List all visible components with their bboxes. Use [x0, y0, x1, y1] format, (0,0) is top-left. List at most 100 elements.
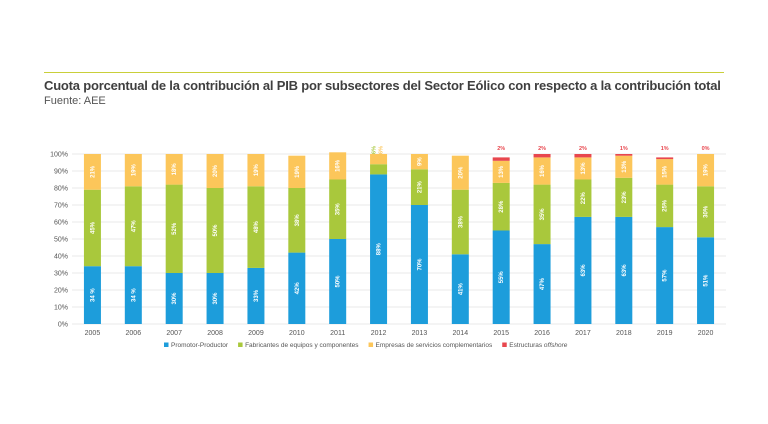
x-tick-label: 2020	[698, 330, 714, 337]
y-tick-label: 40%	[54, 254, 68, 261]
bar-segment-promotor	[165, 273, 183, 324]
x-tick-label: 2012	[371, 330, 387, 337]
bar-segment-servicios	[329, 152, 347, 180]
data-label-servicios: 19%	[295, 165, 301, 178]
legend-label: Promotor-Productor	[171, 342, 229, 349]
data-label-servicios: 16%	[540, 164, 546, 177]
data-label-servicios: 19%	[254, 163, 260, 176]
x-tick-label: 2015	[493, 330, 509, 337]
data-label-servicios: 6%	[379, 146, 385, 154]
data-label-servicios: 16%	[336, 159, 342, 172]
bar-segment-promotor	[329, 239, 347, 324]
bar-segment-offshore	[574, 154, 592, 158]
x-tick-label: 2006	[126, 330, 142, 337]
bar-segment-fabricantes	[247, 186, 265, 268]
legend-swatch	[368, 342, 374, 347]
bar-segment-fabricantes	[370, 164, 388, 175]
bar-segment-servicios	[247, 154, 265, 187]
x-tick-label: 2011	[330, 330, 345, 337]
data-label-promotor: 63%	[581, 264, 587, 277]
bar-segment-offshore	[492, 157, 510, 161]
x-tick-label: 2019	[657, 330, 673, 337]
bar-segment-promotor	[656, 227, 674, 324]
bar-segment-promotor	[533, 244, 551, 324]
bar-segment-servicios	[165, 154, 183, 185]
data-label-promotor: 55%	[499, 271, 505, 284]
data-label-fabricantes: 30%	[704, 205, 710, 218]
data-label-fabricantes: 22%	[581, 192, 587, 205]
data-label-offshore: 2%	[538, 146, 546, 152]
bar-segment-promotor	[492, 230, 510, 324]
bar-segment-fabricantes	[533, 184, 551, 245]
data-label-promotor: 30%	[172, 292, 178, 305]
bar-segment-promotor	[288, 252, 306, 324]
legend-swatch	[502, 342, 507, 347]
data-label-servicios: 13%	[581, 162, 587, 175]
data-label-promotor: 50%	[336, 275, 342, 288]
bar-segment-offshore	[656, 157, 674, 160]
data-label-offshore: 1%	[661, 146, 669, 152]
legend-swatch	[164, 342, 169, 347]
data-label-fabricantes: 23%	[622, 191, 628, 204]
bar-segment-fabricantes	[329, 179, 347, 239]
x-tick-label: 2016	[534, 330, 550, 337]
data-label-servicios: 20%	[213, 164, 219, 177]
data-label-fabricantes: 47%	[131, 220, 137, 233]
bar-segment-servicios	[697, 154, 715, 187]
x-tick-label: 2014	[453, 330, 469, 337]
data-label-fabricantes: 35%	[540, 208, 546, 221]
data-label-promotor: 88%	[377, 243, 383, 256]
y-tick-label: 0%	[58, 322, 68, 329]
bar-segment-servicios	[574, 157, 592, 180]
bar-segment-promotor	[206, 273, 224, 324]
bar-segment-fabricantes	[165, 184, 183, 273]
y-tick-label: 50%	[54, 237, 68, 244]
legend-label: Fabricantes de equipos y componentes	[245, 342, 359, 349]
data-label-fabricantes: 28%	[499, 200, 505, 213]
bar-segment-servicios	[492, 160, 510, 183]
bar-segment-servicios	[656, 159, 674, 185]
bar-segment-fabricantes	[574, 179, 592, 217]
x-tick-label: 2017	[575, 330, 591, 337]
y-tick-label: 30%	[54, 271, 68, 278]
data-label-offshore: 1%	[620, 146, 628, 152]
bar-segment-fabricantes	[697, 186, 715, 238]
bar-segment-fabricantes	[206, 188, 224, 273]
data-label-promotor: 47%	[540, 277, 546, 290]
chart-title: Cuota porcentual de la contribución al P…	[44, 78, 721, 93]
data-label-fabricantes: 21%	[417, 180, 423, 193]
data-label-servicios: 9%	[417, 157, 423, 166]
x-tick-label: 2007	[166, 330, 182, 337]
legend-label: Estructuras offshore	[509, 342, 568, 349]
bar-segment-promotor	[697, 237, 715, 324]
x-tick-label: 2018	[616, 330, 632, 337]
data-label-fabricantes: 6%	[372, 146, 378, 154]
y-tick-label: 60%	[54, 220, 68, 227]
data-label-promotor: 63%	[622, 264, 628, 277]
bar-segment-offshore	[533, 154, 551, 158]
bar-segment-fabricantes	[288, 188, 306, 253]
bar-segment-fabricantes	[656, 184, 674, 228]
data-label-servicios: 19%	[704, 163, 710, 176]
title-divider	[44, 72, 724, 73]
bar-segment-servicios	[533, 157, 551, 185]
data-label-servicios: 18%	[172, 163, 178, 176]
x-tick-label: 2005	[85, 330, 101, 337]
bar-segment-fabricantes	[83, 189, 101, 267]
bar-segment-promotor	[124, 266, 142, 324]
bar-segment-servicios	[124, 154, 142, 187]
x-tick-label: 2009	[248, 330, 264, 337]
x-tick-label: 2013	[412, 330, 428, 337]
chart-source: Fuente: AEE	[44, 95, 106, 107]
bar-segment-fabricantes	[124, 186, 142, 267]
y-tick-label: 10%	[54, 305, 68, 312]
data-label-offshore: 2%	[579, 146, 587, 152]
data-label-servicios: 20%	[458, 166, 464, 179]
data-label-promotor: 34 %	[90, 288, 96, 302]
data-label-fabricantes: 38%	[295, 214, 301, 227]
bar-segment-offshore	[615, 154, 633, 156]
bar-segment-promotor	[574, 216, 592, 324]
bar-segment-servicios	[370, 154, 388, 165]
x-tick-label: 2010	[289, 330, 305, 337]
